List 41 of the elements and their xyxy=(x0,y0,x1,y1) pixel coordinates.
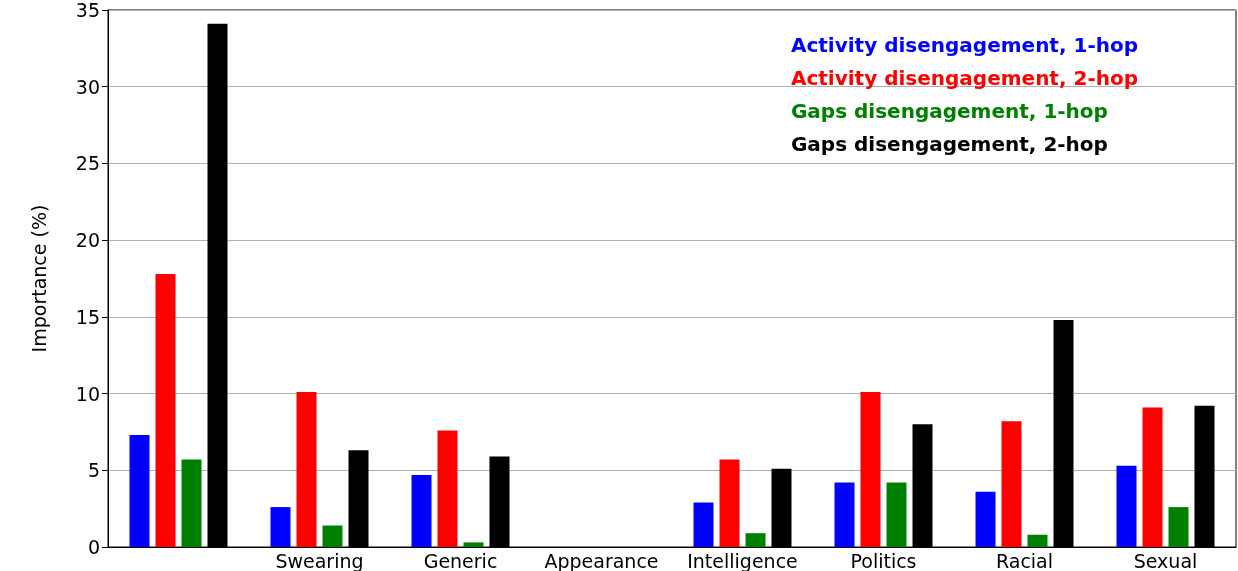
x-tick-label: Intelligence xyxy=(687,549,798,571)
bar xyxy=(129,435,150,547)
bar xyxy=(1142,407,1163,547)
x-tick-label: Racial xyxy=(995,549,1054,571)
y-tick-label: 20 xyxy=(75,229,100,252)
x-tick-label: Appearance xyxy=(544,549,659,571)
text: Gaps disengagement, 1-hop xyxy=(790,99,1108,123)
bar xyxy=(719,459,740,547)
bar xyxy=(1116,465,1137,547)
text: Activity disengagement, 1-hop xyxy=(790,33,1139,57)
x-tick-label: Sexual xyxy=(1133,549,1198,571)
y-axis-title: Importance (%) xyxy=(27,204,50,353)
bar xyxy=(693,502,714,547)
bar xyxy=(834,482,855,547)
bar xyxy=(411,474,432,547)
bar xyxy=(1027,534,1048,547)
bar xyxy=(437,430,458,547)
y-tick-label: 5 xyxy=(87,459,100,482)
x-tick-label: Swearing xyxy=(275,549,364,571)
bar xyxy=(1001,421,1022,547)
bar xyxy=(463,542,484,547)
y-tick-label: 0 xyxy=(87,536,100,558)
y-tick-label: 10 xyxy=(75,382,100,405)
bar xyxy=(860,392,881,547)
bar xyxy=(296,392,317,547)
text: Gaps disengagement, 2-hop xyxy=(790,132,1108,156)
text: Activity disengagement, 2-hop xyxy=(790,66,1139,90)
y-tick-label: 25 xyxy=(75,152,100,175)
x-tick-label: Generic xyxy=(423,549,498,571)
bar xyxy=(1168,507,1189,547)
x-tick-label: Politics xyxy=(850,549,917,571)
bar xyxy=(155,273,176,547)
y-tick-label: 35 xyxy=(75,0,100,21)
bar xyxy=(270,507,291,547)
bar xyxy=(181,459,202,547)
y-tick-label: 15 xyxy=(75,305,100,328)
bar xyxy=(322,525,343,547)
bar xyxy=(745,533,766,547)
bar xyxy=(975,491,996,547)
bar xyxy=(886,482,907,547)
y-tick-label: 30 xyxy=(75,75,100,98)
